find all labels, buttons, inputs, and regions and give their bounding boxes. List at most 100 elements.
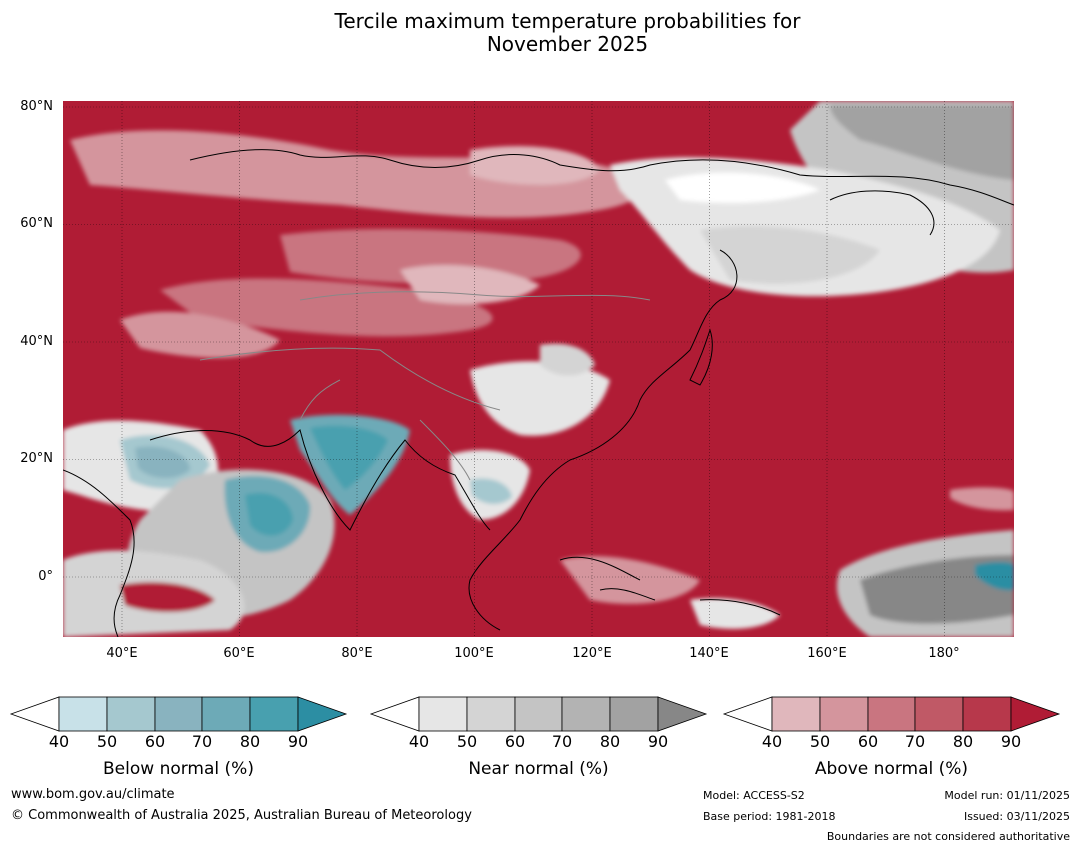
- china-near-normal: [470, 361, 610, 436]
- colorbar-below-segment: [201, 696, 251, 732]
- lon-label: 60°E: [223, 646, 255, 661]
- colorbar-near-segment: [561, 696, 611, 732]
- colorbar-near-segment: [609, 696, 659, 732]
- colorbar-below-high-arrow: [297, 696, 348, 732]
- arabia-below-normal-core: [135, 446, 190, 479]
- lon-label: 140°E: [689, 646, 729, 661]
- border-south-asia: [299, 379, 471, 481]
- colorbar-above-tick: 40: [761, 732, 783, 751]
- japan-coastline: [689, 328, 713, 386]
- pacific-below-normal: [975, 561, 1014, 591]
- graticule: [63, 101, 1014, 637]
- colorbar-below-tick: 90: [287, 732, 309, 751]
- lat-label: 40°N: [20, 334, 53, 349]
- colorbar-above: [722, 696, 1061, 732]
- colorbar-below-title: Below normal (%): [103, 759, 254, 779]
- lon-label: 180°: [928, 646, 960, 661]
- arabian-sea-below-core: [245, 492, 293, 536]
- colorbar-above-tick: 90: [1000, 732, 1022, 751]
- lon-label: 160°E: [807, 646, 847, 661]
- colorbar-above-tick: 50: [809, 732, 831, 751]
- lat-label: 20°N: [20, 451, 53, 466]
- colorbar-near-tick: 80: [599, 732, 621, 751]
- colorbar-above-title: Above normal (%): [814, 759, 969, 779]
- kamchatka-coastline: [829, 190, 935, 236]
- okhotsk-grey: [700, 226, 880, 284]
- colorbar-near-segment: [514, 696, 563, 732]
- colorbar-below-segment: [106, 696, 156, 732]
- colorbar-near-segment: [466, 696, 516, 732]
- colorbar-below: [9, 696, 348, 732]
- lat-label: 80°N: [20, 99, 53, 114]
- map-area: [63, 101, 1014, 637]
- colorbar-above-segment: [819, 696, 869, 732]
- issued-text: Issued: 03/11/2025: [963, 810, 1070, 823]
- colorbar-near-high-arrow: [657, 696, 708, 732]
- colorbar-near-tick: 60: [504, 732, 526, 751]
- colorbar-near: [369, 696, 708, 732]
- country-borders: [199, 291, 651, 481]
- colorbar-above-tick: 70: [904, 732, 926, 751]
- copyright-text: © Commonwealth of Australia 2025, Austra…: [11, 808, 472, 823]
- pacific-pink-patch: [950, 487, 1014, 511]
- new-guinea-near-normal: [690, 598, 780, 629]
- colorbar-below-tick: 60: [144, 732, 166, 751]
- arctic-coastline: [189, 149, 1014, 206]
- lon-label: 120°E: [572, 646, 612, 661]
- lat-label: 60°N: [20, 216, 53, 231]
- colorbar-near-tick: 70: [551, 732, 573, 751]
- caspian-pink: [120, 311, 280, 358]
- colorbar-below-segment: [58, 696, 108, 732]
- chart-title: Tercile maximum temperature probabilitie…: [0, 10, 1081, 56]
- colorbar-near-title: Near normal (%): [468, 759, 609, 779]
- east-siberia-white: [665, 172, 820, 203]
- lon-label: 40°E: [106, 646, 138, 661]
- model-run-text: Model run: 01/11/2025: [944, 789, 1070, 802]
- colorbar-below-segment: [154, 696, 203, 732]
- colorbar-near-tick: 90: [647, 732, 669, 751]
- arctic-dark-grey: [830, 105, 1014, 180]
- colorbar-above-segment: [962, 696, 1012, 732]
- title-line-2: November 2025: [486, 32, 649, 56]
- south-asia-coastline: [149, 429, 491, 531]
- colorbar-above-high-arrow: [1010, 696, 1061, 732]
- india-below-core: [310, 425, 388, 490]
- central-asia-pink: [160, 278, 493, 337]
- colorbar-near-tick: 50: [456, 732, 478, 751]
- disclaimer-text: Boundaries are not considered authoritat…: [826, 830, 1070, 843]
- colorbar-below-segment: [249, 696, 299, 732]
- central-siberia-pink: [280, 228, 581, 284]
- coastlines: [63, 149, 1014, 637]
- africa-coastline: [63, 469, 135, 637]
- east-asia-coastline: [468, 249, 738, 631]
- east-africa-above: [120, 582, 215, 612]
- border-russia-south: [299, 291, 651, 301]
- lon-label: 100°E: [454, 646, 494, 661]
- colorbar-near-tick: 40: [408, 732, 430, 751]
- yenisei-light-pink: [470, 146, 600, 185]
- colorbar-above-segment: [914, 696, 964, 732]
- east-china-grey: [540, 343, 595, 376]
- colorbar-above-segment: [771, 696, 821, 732]
- lat-label: 0°: [38, 569, 53, 584]
- colorbar-below-tick: 40: [48, 732, 70, 751]
- base-period-text: Base period: 1981-2018: [703, 810, 836, 823]
- colorbar-below-tick: 80: [239, 732, 261, 751]
- indochina-below-normal: [470, 478, 512, 504]
- colorbar-near-segment: [418, 696, 468, 732]
- colorbar-below-tick: 70: [191, 732, 213, 751]
- border-central-asia: [199, 347, 501, 411]
- maritime-pink: [560, 556, 700, 604]
- model-text: Model: ACCESS-S2: [703, 789, 805, 802]
- colorbar-above-tick: 80: [952, 732, 974, 751]
- colorbar-below-low-arrow: [9, 696, 60, 732]
- lon-label: 80°E: [341, 646, 373, 661]
- colorbar-above-tick: 60: [857, 732, 879, 751]
- website-link[interactable]: www.bom.gov.au/climate: [11, 787, 175, 802]
- colorbar-near-low-arrow: [369, 696, 420, 732]
- siberia-pink-band: [70, 130, 642, 218]
- colorbar-above-low-arrow: [722, 696, 773, 732]
- mongolia-light-pink: [400, 265, 540, 305]
- colorbar-below-tick: 50: [96, 732, 118, 751]
